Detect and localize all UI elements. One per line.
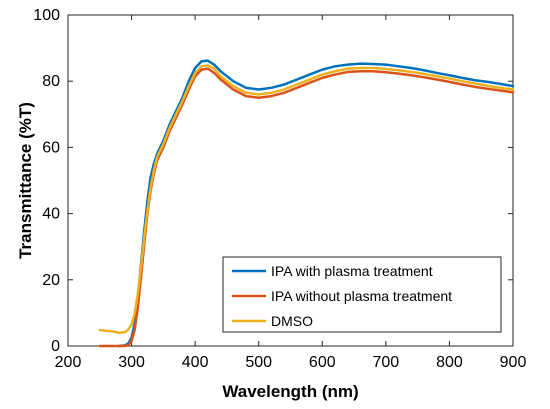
y-tick-label: 80 xyxy=(42,73,60,90)
legend: IPA with plasma treatment IPA without pla… xyxy=(222,256,502,333)
y-tick-label: 100 xyxy=(33,7,60,24)
y-tick-label: 20 xyxy=(42,272,60,289)
legend-box xyxy=(222,256,502,333)
x-tick-label: 500 xyxy=(245,354,272,371)
legend-label-1: IPA with plasma treatment xyxy=(271,263,433,279)
legend-label-2: IPA without plasma treatment xyxy=(271,288,452,304)
y-tick-label: 40 xyxy=(42,206,60,223)
x-tick-label: 200 xyxy=(55,354,82,371)
x-tick-label: 800 xyxy=(436,354,463,371)
y-tick-label: 0 xyxy=(51,338,60,355)
x-tick-label: 700 xyxy=(373,354,400,371)
y-axis-label: Transmittance (%T) xyxy=(16,102,35,259)
legend-label-3: DMSO xyxy=(271,313,313,329)
x-axis-label: Wavelength (nm) xyxy=(222,382,358,401)
series-line-2 xyxy=(98,67,515,348)
x-tick-label: 900 xyxy=(500,354,527,371)
x-tick-label: 600 xyxy=(309,354,336,371)
x-tick-label: 400 xyxy=(182,354,209,371)
y-tick-label: 60 xyxy=(42,139,60,156)
series-line-3 xyxy=(98,64,515,335)
axis-ticks: 200 300 400 500 600 700 800 900 0 20 40 60 80 100 xyxy=(33,7,526,371)
x-tick-label: 300 xyxy=(118,354,145,371)
series-layer xyxy=(98,59,515,348)
